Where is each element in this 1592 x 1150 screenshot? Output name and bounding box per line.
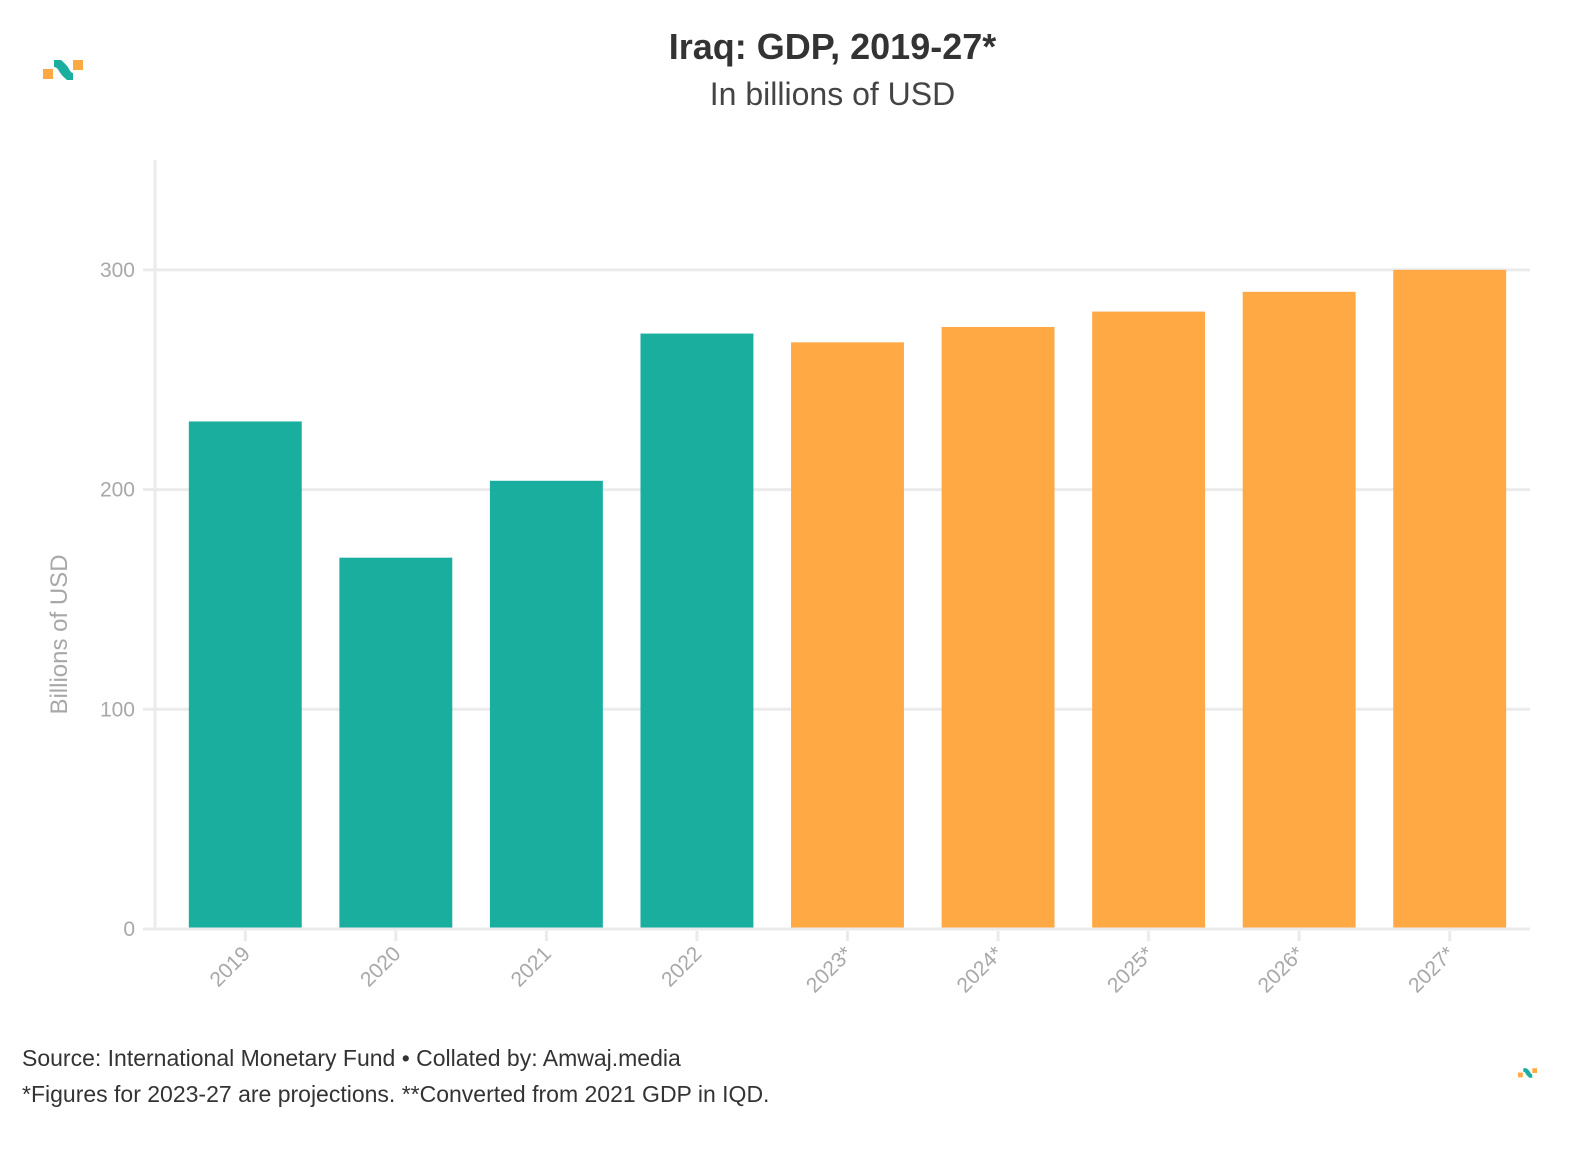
bar-2019 bbox=[188, 421, 302, 929]
amwaj-logo-icon bbox=[43, 60, 85, 87]
bar-2022 bbox=[640, 333, 754, 929]
bar-2027 bbox=[1393, 269, 1507, 929]
bar-2026 bbox=[1242, 291, 1356, 929]
bar-chart: 0 100 200 300 2019 2020 2021 2022 2023* 2024* 2025… bbox=[46, 160, 1530, 997]
bar-2024 bbox=[941, 326, 1055, 929]
chart-title: Iraq: GDP, 2019-27* bbox=[668, 26, 997, 67]
x-tick-label: 2020 bbox=[356, 942, 405, 991]
bar-2023 bbox=[791, 342, 904, 929]
amwaj-logo-small-icon bbox=[1518, 1066, 1538, 1084]
y-tick-label: 200 bbox=[100, 479, 135, 502]
y-tick-label: 0 bbox=[123, 918, 135, 941]
y-tick-label: 300 bbox=[100, 259, 135, 282]
y-axis-title: Billions of USD bbox=[46, 554, 73, 714]
source-note: Source: International Monetary Fund • Co… bbox=[22, 1045, 681, 1071]
x-tick-label: 2021 bbox=[507, 942, 556, 991]
x-tick-label: 2026* bbox=[1254, 942, 1309, 997]
x-tick-label: 2019 bbox=[206, 942, 255, 991]
x-tick-label: 2027* bbox=[1404, 942, 1459, 997]
y-tick-label: 100 bbox=[100, 698, 135, 721]
x-tick-label: 2023* bbox=[802, 942, 857, 997]
bar-2025 bbox=[1092, 311, 1206, 929]
bar-2020 bbox=[339, 557, 453, 929]
bar-2021 bbox=[489, 480, 603, 929]
chart-subtitle: In billions of USD bbox=[709, 76, 956, 112]
projection-note: *Figures for 2023-27 are projections. **… bbox=[22, 1081, 770, 1107]
x-tick-label: 2025* bbox=[1103, 942, 1158, 997]
x-tick-label: 2022 bbox=[657, 942, 706, 991]
x-tick-label: 2024* bbox=[953, 942, 1008, 997]
